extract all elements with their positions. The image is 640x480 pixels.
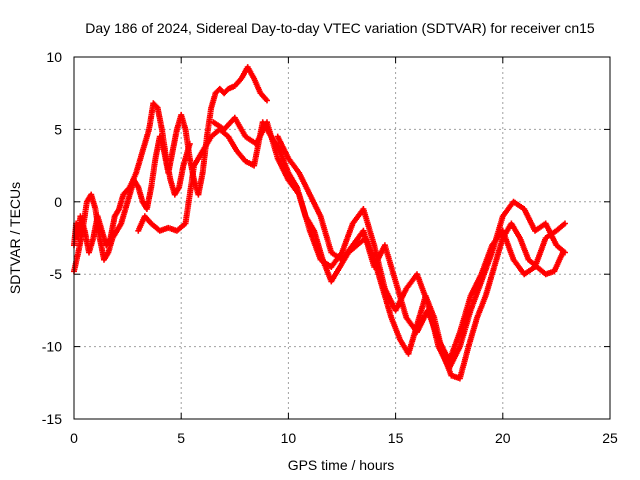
- data-markers: [71, 64, 270, 275]
- y-tick-label: 5: [54, 121, 62, 137]
- x-tick-label: 25: [602, 430, 618, 446]
- data-series-4: [210, 114, 568, 372]
- data-markers: [210, 114, 568, 372]
- data-series-5: [274, 133, 568, 365]
- y-tick-label: 10: [46, 49, 62, 65]
- y-tick-label: -10: [42, 339, 62, 355]
- x-tick-label: 10: [281, 430, 297, 446]
- x-tick-label: 15: [388, 430, 404, 446]
- chart-title: Day 186 of 2024, Sidereal Day-to-day VTE…: [85, 20, 595, 36]
- y-tick-label: -15: [42, 411, 62, 427]
- data-markers: [274, 133, 568, 365]
- x-tick-label: 5: [177, 430, 185, 446]
- y-tick-label: -5: [50, 266, 63, 282]
- plot-area: [71, 64, 568, 382]
- x-axis-label: GPS time / hours: [288, 457, 395, 473]
- plot-border: [73, 56, 611, 420]
- x-tick-label: 0: [70, 430, 78, 446]
- data-series-2: [71, 64, 270, 275]
- grid-lines: [74, 57, 610, 419]
- y-tick-label: 0: [54, 194, 62, 210]
- y-axis-label: SDTVAR / TECUs: [7, 182, 23, 294]
- x-tick-label: 20: [495, 430, 511, 446]
